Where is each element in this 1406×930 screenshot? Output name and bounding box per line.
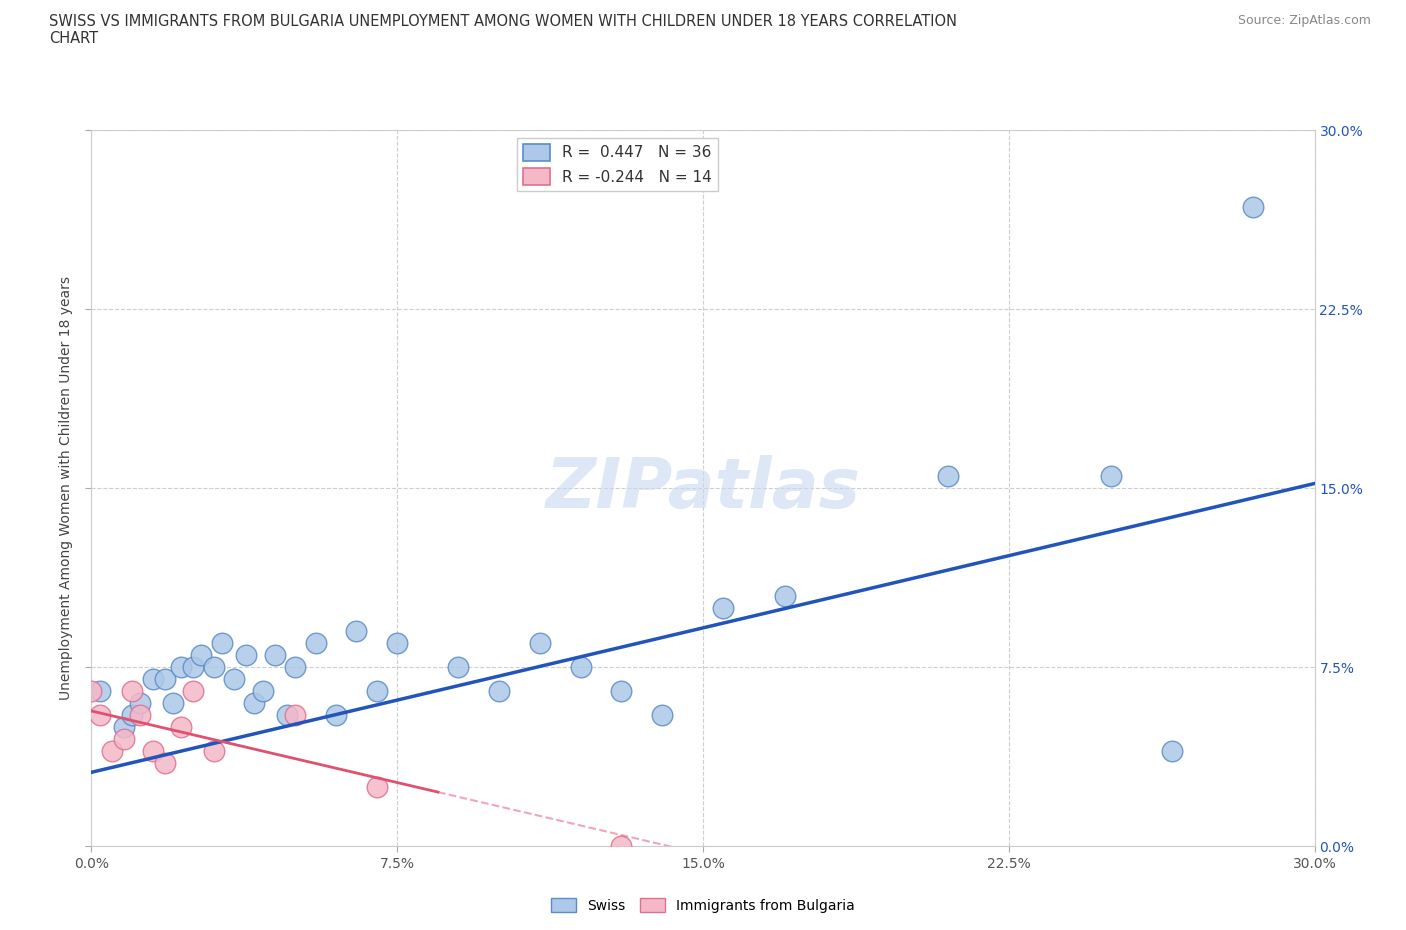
Point	[366, 779, 388, 794]
Point	[252, 684, 274, 698]
Point	[141, 743, 163, 758]
Text: SWISS VS IMMIGRANTS FROM BULGARIA UNEMPLOYMENT AMONG WOMEN WITH CHILDREN UNDER 1: SWISS VS IMMIGRANTS FROM BULGARIA UNEMPL…	[49, 14, 957, 29]
Point	[222, 671, 246, 686]
Point	[190, 648, 212, 663]
Point	[651, 708, 673, 723]
Point	[569, 660, 592, 675]
Point	[1099, 469, 1122, 484]
Point	[153, 671, 176, 686]
Point	[89, 708, 111, 723]
Point	[284, 660, 307, 675]
Point	[153, 755, 176, 770]
Point	[202, 660, 225, 675]
Point	[129, 696, 152, 711]
Point	[610, 684, 633, 698]
Point	[529, 636, 551, 651]
Point	[243, 696, 266, 711]
Text: Source: ZipAtlas.com: Source: ZipAtlas.com	[1237, 14, 1371, 27]
Point	[276, 708, 298, 723]
Point	[80, 684, 103, 698]
Point	[170, 720, 193, 735]
Point	[284, 708, 307, 723]
Point	[162, 696, 184, 711]
Point	[1161, 743, 1184, 758]
Point	[385, 636, 409, 651]
Point	[211, 636, 233, 651]
Point	[711, 600, 734, 615]
Point	[610, 839, 633, 854]
Point	[101, 743, 124, 758]
Point	[773, 589, 796, 604]
Point	[447, 660, 470, 675]
Point	[304, 636, 326, 651]
Point	[936, 469, 959, 484]
Point	[202, 743, 225, 758]
Point	[264, 648, 287, 663]
Point	[488, 684, 510, 698]
Point	[346, 624, 368, 639]
Y-axis label: Unemployment Among Women with Children Under 18 years: Unemployment Among Women with Children U…	[59, 276, 73, 700]
Point	[235, 648, 257, 663]
Point	[121, 708, 143, 723]
Point	[121, 684, 143, 698]
Point	[129, 708, 152, 723]
Point	[112, 720, 135, 735]
Point	[112, 732, 135, 747]
Point	[183, 684, 205, 698]
Legend: R =  0.447   N = 36, R = -0.244   N = 14: R = 0.447 N = 36, R = -0.244 N = 14	[516, 138, 718, 191]
Point	[1243, 199, 1265, 214]
Text: CHART: CHART	[49, 31, 98, 46]
Point	[366, 684, 388, 698]
Point	[89, 684, 111, 698]
Point	[170, 660, 193, 675]
Legend: Swiss, Immigrants from Bulgaria: Swiss, Immigrants from Bulgaria	[546, 893, 860, 919]
Point	[183, 660, 205, 675]
Point	[325, 708, 347, 723]
Text: ZIPatlas: ZIPatlas	[546, 455, 860, 522]
Point	[141, 671, 163, 686]
